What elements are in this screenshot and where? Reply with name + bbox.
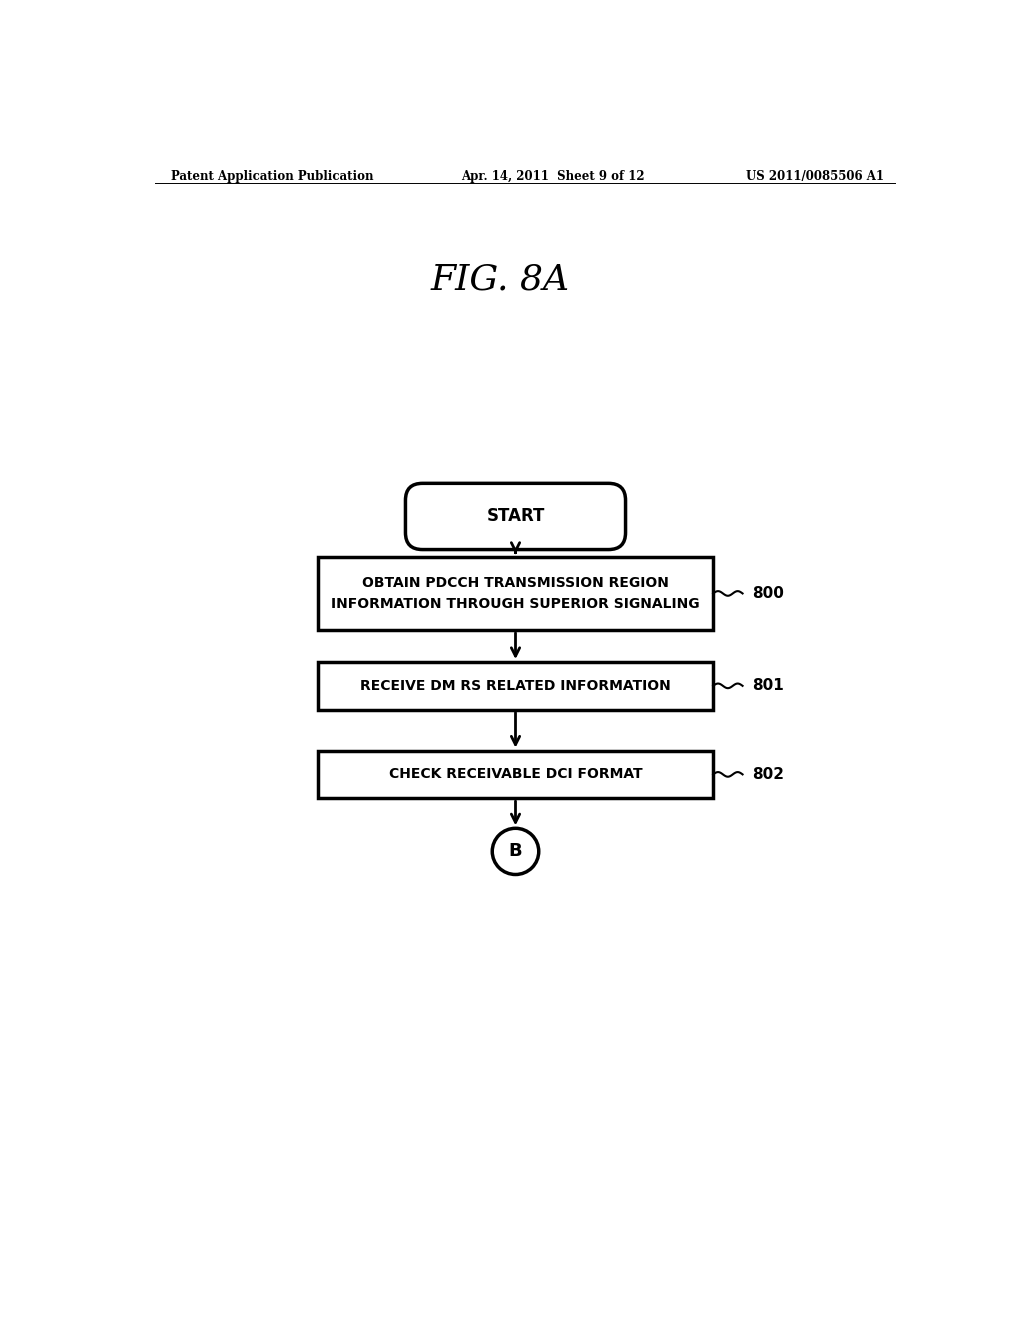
Text: 801: 801: [752, 678, 783, 693]
Text: Apr. 14, 2011  Sheet 9 of 12: Apr. 14, 2011 Sheet 9 of 12: [461, 170, 645, 183]
FancyBboxPatch shape: [317, 663, 713, 710]
Text: RECEIVE DM RS RELATED INFORMATION: RECEIVE DM RS RELATED INFORMATION: [360, 678, 671, 693]
Text: CHECK RECEIVABLE DCI FORMAT: CHECK RECEIVABLE DCI FORMAT: [389, 767, 642, 781]
Text: OBTAIN PDCCH TRANSMISSION REGION
INFORMATION THROUGH SUPERIOR SIGNALING: OBTAIN PDCCH TRANSMISSION REGION INFORMA…: [331, 576, 699, 611]
Text: 800: 800: [752, 586, 783, 601]
Text: START: START: [486, 507, 545, 525]
Circle shape: [493, 829, 539, 874]
Text: Patent Application Publication: Patent Application Publication: [171, 170, 373, 183]
Text: 802: 802: [752, 767, 784, 781]
Text: US 2011/0085506 A1: US 2011/0085506 A1: [745, 170, 884, 183]
FancyBboxPatch shape: [317, 557, 713, 630]
Text: FIG. 8A: FIG. 8A: [430, 263, 569, 297]
Text: B: B: [509, 842, 522, 861]
FancyBboxPatch shape: [317, 751, 713, 799]
FancyBboxPatch shape: [406, 483, 626, 549]
